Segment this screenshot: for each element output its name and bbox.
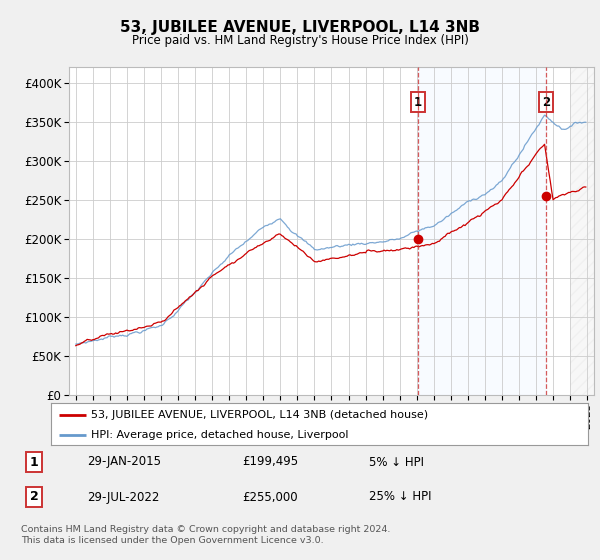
Text: 2: 2 (542, 96, 550, 109)
Text: 25% ↓ HPI: 25% ↓ HPI (369, 491, 431, 503)
Text: 1: 1 (29, 455, 38, 469)
Text: 53, JUBILEE AVENUE, LIVERPOOL, L14 3NB (detached house): 53, JUBILEE AVENUE, LIVERPOOL, L14 3NB (… (91, 409, 428, 419)
Text: £255,000: £255,000 (242, 491, 298, 503)
Text: 29-JAN-2015: 29-JAN-2015 (87, 455, 161, 469)
Text: 29-JUL-2022: 29-JUL-2022 (87, 491, 159, 503)
Text: 53, JUBILEE AVENUE, LIVERPOOL, L14 3NB: 53, JUBILEE AVENUE, LIVERPOOL, L14 3NB (120, 20, 480, 35)
Bar (570, 67, 596, 395)
Text: Contains HM Land Registry data © Crown copyright and database right 2024.
This d: Contains HM Land Registry data © Crown c… (21, 525, 391, 545)
Text: 2: 2 (29, 491, 38, 503)
Text: HPI: Average price, detached house, Liverpool: HPI: Average price, detached house, Live… (91, 430, 349, 440)
Text: Price paid vs. HM Land Registry's House Price Index (HPI): Price paid vs. HM Land Registry's House … (131, 34, 469, 46)
Text: £199,495: £199,495 (242, 455, 299, 469)
Text: 1: 1 (414, 96, 422, 109)
Text: 5% ↓ HPI: 5% ↓ HPI (369, 455, 424, 469)
Bar (418, 67, 546, 395)
